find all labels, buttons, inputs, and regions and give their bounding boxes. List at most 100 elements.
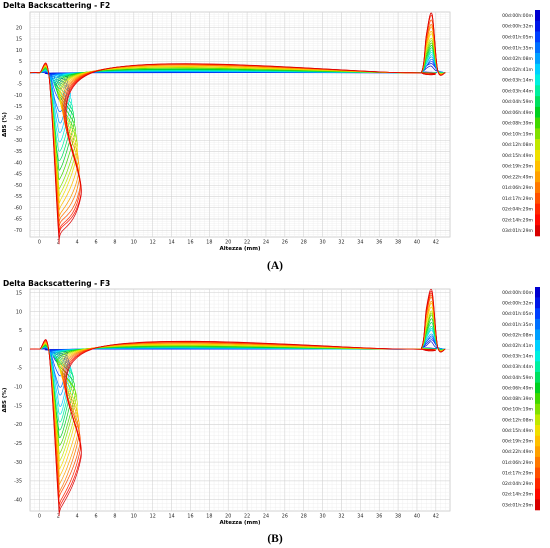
x-tick-label: 22	[244, 514, 250, 520]
y-tick-label: -30	[14, 460, 22, 466]
legend-swatch	[535, 371, 540, 383]
legend-label: 00d:10h:19m	[502, 407, 533, 413]
chart-panel-b: Delta Backscattering - F30 2 4 6 8 10 12 14 16 18…	[2, 279, 540, 545]
grid	[29, 288, 451, 512]
legend-swatch	[535, 96, 540, 108]
legend-label: 00d:15h:49m	[502, 153, 533, 159]
x-tick-label: 12	[150, 240, 156, 246]
x-tick-label: 2	[57, 240, 60, 246]
x-tick-label: 30	[320, 514, 326, 520]
y-tick-label: -60	[14, 205, 22, 211]
y-tick-label: 15	[16, 37, 22, 43]
y-tick-label: 0	[19, 70, 22, 76]
y-tick-label: 15	[16, 290, 22, 296]
y-tick-label: -55	[14, 194, 22, 200]
x-tick-label: 16	[187, 240, 193, 246]
x-tick-label: 10	[131, 514, 137, 520]
legend-label: 00d:15h:49m	[502, 428, 533, 434]
legend-label: 00d:04h:59m	[502, 99, 533, 105]
y-tick-label: -20	[14, 422, 22, 428]
legend-swatch	[535, 139, 540, 151]
legend-label: 00d:03h:14m	[502, 354, 533, 360]
x-tick-label: 20	[225, 240, 231, 246]
legend-swatch	[535, 192, 540, 205]
legend: 00d:00h:00m 00d:00h:32m 00d:01h:05m 00d:01h…	[502, 287, 540, 511]
x-axis-label: Altezza (mm)	[219, 246, 261, 252]
x-tick-label: 24	[263, 514, 269, 520]
x-tick-label: 4	[76, 514, 79, 520]
series-line	[29, 288, 446, 517]
legend-swatch	[535, 329, 540, 341]
legend-swatch	[535, 403, 540, 415]
y-tick-label: -70	[14, 228, 22, 234]
y-tick-label: -15	[14, 403, 22, 409]
chart-panel-a: Delta Backscattering - F20 2 4 6 8 10 12 14 16 18…	[2, 1, 540, 272]
x-tick-label: 18	[206, 240, 212, 246]
legend-label: 00d:00h:32m	[502, 24, 533, 30]
legend-label: 00d:12h:08m	[502, 417, 533, 423]
legend-label: 00d:10h:19m	[502, 131, 533, 137]
legend-label: 01d:06h:29m	[502, 460, 533, 466]
x-tick-label: 38	[395, 240, 401, 246]
legend-swatch	[535, 446, 540, 458]
legend-swatch	[535, 63, 540, 75]
legend-label: 02d:14h:29m	[502, 492, 533, 498]
x-tick-label: 36	[376, 514, 382, 520]
legend-swatch	[535, 85, 540, 97]
y-tick-label: 0	[19, 347, 22, 353]
legend-swatch	[535, 414, 540, 426]
legend-swatch	[535, 160, 540, 172]
x-tick-label: 22	[244, 240, 250, 246]
legend-label: 01d:17h:29m	[502, 196, 533, 202]
legend-label: 00d:03h:44m	[502, 88, 533, 94]
legend-label: 00d:01h:35m	[502, 322, 533, 328]
x-tick-label: 16	[187, 514, 193, 520]
x-tick-label: 18	[206, 514, 212, 520]
legend-label: 00d:01h:05m	[502, 311, 533, 317]
y-tick-label: 20	[16, 25, 22, 31]
x-tick-label: 34	[357, 240, 363, 246]
legend-label: 00d:06h:49m	[502, 110, 533, 116]
legend-label: 00d:19h:29m	[502, 439, 533, 445]
x-tick-label: 28	[301, 240, 307, 246]
legend-swatch	[535, 42, 540, 54]
x-tick-label: 14	[169, 514, 175, 520]
legend-label: 01d:06h:29m	[502, 185, 533, 191]
panel-label: (B)	[267, 533, 283, 545]
legend-label: 00d:08h:39m	[502, 396, 533, 402]
y-axis-label: ΔBS (%)	[2, 112, 8, 137]
legend-swatch	[535, 393, 540, 405]
legend-swatch	[535, 214, 540, 226]
y-tick-label: -5	[17, 82, 22, 88]
x-tick-label: 32	[338, 240, 344, 246]
legend-swatch	[535, 488, 540, 500]
y-tick-label: 10	[16, 309, 22, 315]
x-tick-label: 0	[38, 514, 41, 520]
series-group	[29, 12, 446, 245]
legend-label: 02d:14h:29m	[502, 217, 533, 223]
legend-swatch	[535, 340, 540, 352]
legend-swatch	[535, 456, 540, 468]
legend-label: 00d:08h:39m	[502, 121, 533, 127]
y-tick-label: -50	[14, 183, 22, 189]
legend-label: 00d:03h:14m	[502, 78, 533, 84]
legend-swatch	[535, 53, 540, 65]
y-tick-label: -10	[14, 93, 22, 99]
legend-swatch	[535, 74, 540, 86]
x-tick-label: 0	[38, 240, 41, 246]
legend: 00d:00h:00m 00d:00h:32m 00d:01h:05m 00d:01h…	[502, 10, 540, 237]
x-tick-label: 12	[150, 514, 156, 520]
y-tick-label: -35	[14, 479, 22, 485]
x-tick-label: 14	[169, 240, 175, 246]
y-tick-label: -35	[14, 149, 22, 155]
x-tick-label: 32	[338, 514, 344, 520]
series-line	[29, 12, 446, 245]
x-tick-label: 42	[433, 514, 439, 520]
legend-swatch	[535, 182, 540, 194]
legend-swatch	[535, 171, 540, 183]
legend-label: 00d:19h:29m	[502, 164, 533, 170]
legend-label: 00d:01h:35m	[502, 45, 533, 51]
legend-label: 00d:06h:49m	[502, 385, 533, 391]
legend-label: 00d:03h:44m	[502, 364, 533, 370]
x-tick-label: 8	[113, 240, 116, 246]
